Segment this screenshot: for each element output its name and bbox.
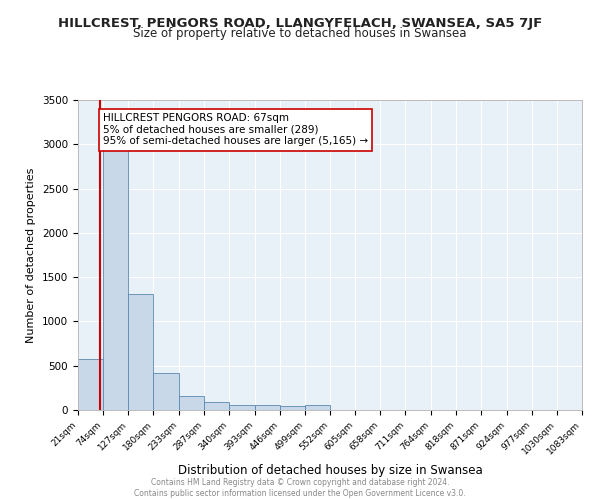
Bar: [229, 404, 254, 410]
Text: Size of property relative to detached houses in Swansea: Size of property relative to detached ho…: [133, 28, 467, 40]
Text: Contains HM Land Registry data © Crown copyright and database right 2024.
Contai: Contains HM Land Registry data © Crown c…: [134, 478, 466, 498]
Bar: [280, 406, 305, 410]
Bar: [154, 373, 179, 410]
Bar: [128, 294, 154, 410]
Bar: [179, 396, 204, 410]
Text: HILLCREST, PENGORS ROAD, LLANGYFELACH, SWANSEA, SA5 7JF: HILLCREST, PENGORS ROAD, LLANGYFELACH, S…: [58, 18, 542, 30]
Y-axis label: Number of detached properties: Number of detached properties: [26, 168, 37, 342]
Bar: [305, 405, 330, 410]
Text: HILLCREST PENGORS ROAD: 67sqm
5% of detached houses are smaller (289)
95% of sem: HILLCREST PENGORS ROAD: 67sqm 5% of deta…: [103, 114, 368, 146]
Bar: [254, 405, 280, 410]
Bar: [103, 148, 128, 410]
X-axis label: Distribution of detached houses by size in Swansea: Distribution of detached houses by size …: [178, 464, 482, 477]
Bar: [204, 402, 229, 410]
Bar: [78, 358, 103, 410]
